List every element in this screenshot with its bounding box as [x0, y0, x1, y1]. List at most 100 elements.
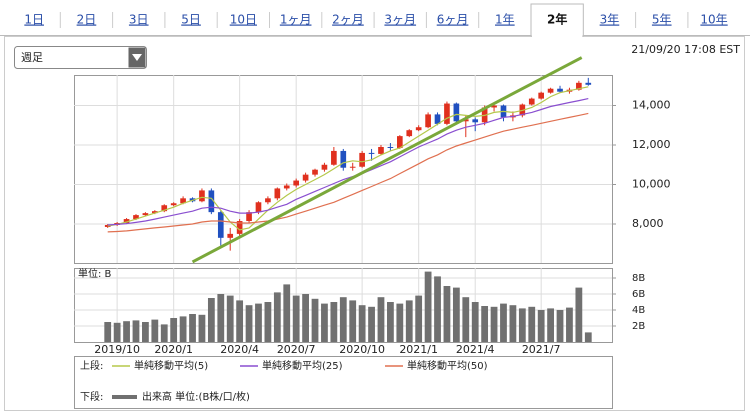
volume-bar [330, 302, 338, 342]
tab[interactable]: 3日 [129, 13, 149, 27]
candle-body [368, 152, 375, 154]
tab[interactable]: 3年 [600, 13, 620, 27]
tab[interactable]: 2日 [77, 13, 97, 27]
x-tick-label: 2021/4 [456, 343, 495, 356]
ma-line [107, 98, 589, 226]
timestamp: 21/09/20 17:08 EST [631, 43, 740, 56]
y-tick-label: 12,000 [632, 138, 671, 151]
x-tick-label: 2019/10 [94, 343, 140, 356]
tab[interactable]: 10日 [230, 13, 257, 27]
candle-body [349, 166, 356, 168]
candle-body [217, 212, 224, 238]
volume-bar [528, 306, 536, 342]
period-select[interactable]: 週足 [14, 46, 147, 69]
volume-bar [358, 305, 366, 342]
volume-bar [452, 287, 460, 342]
candle-body [444, 103, 450, 124]
legend-box [74, 356, 613, 409]
volume-bar [311, 298, 319, 342]
volume-bar [556, 310, 564, 342]
volume-bar [132, 320, 140, 342]
volume-bar [462, 297, 470, 342]
candle-body [161, 205, 168, 212]
volume-bar [584, 332, 592, 342]
y-tick-label: 8B [632, 273, 645, 284]
y-tick-label: 2B [632, 321, 645, 332]
candle-body [123, 219, 130, 224]
candle-body [152, 211, 158, 214]
volume-bar [575, 287, 583, 342]
candle-body [415, 127, 422, 131]
candle-body [283, 185, 290, 189]
candle-body [274, 188, 281, 199]
tab[interactable]: 2ヶ月 [332, 13, 364, 27]
tab[interactable]: 1ヶ月 [280, 13, 312, 27]
volume-bar [245, 305, 253, 342]
tab[interactable]: 1日 [24, 13, 44, 27]
volume-bar [142, 322, 149, 342]
tab[interactable]: 2年 [547, 12, 567, 27]
ma-line [107, 112, 589, 233]
volume-bar [415, 295, 423, 342]
tab-active-bg [530, 3, 584, 37]
volume-axis-label: 単位: B [78, 267, 112, 280]
tab[interactable]: 1年 [495, 13, 515, 27]
volume-bar [170, 318, 178, 342]
candle-body [425, 114, 431, 128]
volume-bar [292, 295, 300, 342]
volume-bar [405, 300, 413, 342]
volume-bar [349, 300, 357, 342]
ma-line [107, 86, 589, 231]
candle-body [265, 198, 271, 203]
volume-bar [471, 302, 479, 342]
volume-bar [113, 322, 121, 342]
select-box[interactable] [14, 46, 147, 69]
volume-bar [283, 284, 291, 342]
candle-body [557, 88, 563, 92]
candle-body [199, 190, 205, 202]
candle-body [434, 114, 441, 124]
candle-body [170, 203, 177, 206]
volume-bar [518, 308, 526, 342]
y-tick-label: 14,000 [632, 99, 671, 112]
volume-bar [434, 276, 441, 342]
legend-label: 単純移動平均(50) [407, 359, 488, 372]
trendline [191, 56, 583, 264]
tab[interactable]: 5日 [181, 13, 201, 27]
candle-body [180, 198, 186, 204]
candle-body [236, 221, 243, 234]
tab[interactable]: 10年 [700, 13, 727, 27]
content-frame [4, 36, 745, 411]
y-tick-label: 6B [632, 289, 645, 300]
legend-label: 単純移動平均(5) [134, 359, 208, 372]
volume-bar [377, 297, 385, 342]
legend-group-label: 下段: [80, 390, 103, 403]
volume-bar [368, 306, 375, 342]
x-tick-label: 2020/1 [154, 343, 193, 356]
volume-bar [547, 308, 554, 342]
volume-bar [217, 294, 225, 342]
volume-bar [264, 302, 272, 342]
candle-body [246, 212, 252, 222]
candle-body [472, 119, 479, 123]
volume-bar [123, 321, 130, 342]
tab[interactable]: 5年 [652, 13, 672, 27]
y-tick-label: 8,000 [632, 217, 664, 230]
candle-body [142, 213, 149, 216]
candle-body [547, 88, 554, 93]
select-value[interactable]: 週足 [21, 51, 43, 64]
volume-bar [500, 303, 507, 342]
volume-bar [207, 298, 215, 342]
volume-bar [321, 303, 328, 342]
candle-body [528, 98, 535, 105]
volume-bar [566, 307, 573, 342]
legend-label: 出来高 単位:(B株/口/枚) [142, 390, 250, 403]
candle-body [359, 152, 365, 167]
tab[interactable]: 6ヶ月 [437, 13, 469, 27]
tab[interactable]: 3ヶ月 [384, 13, 416, 27]
volume-bar [226, 295, 234, 342]
volume-bar [236, 300, 244, 342]
tab-active-gap [532, 34, 583, 37]
volume-bar [160, 324, 168, 342]
